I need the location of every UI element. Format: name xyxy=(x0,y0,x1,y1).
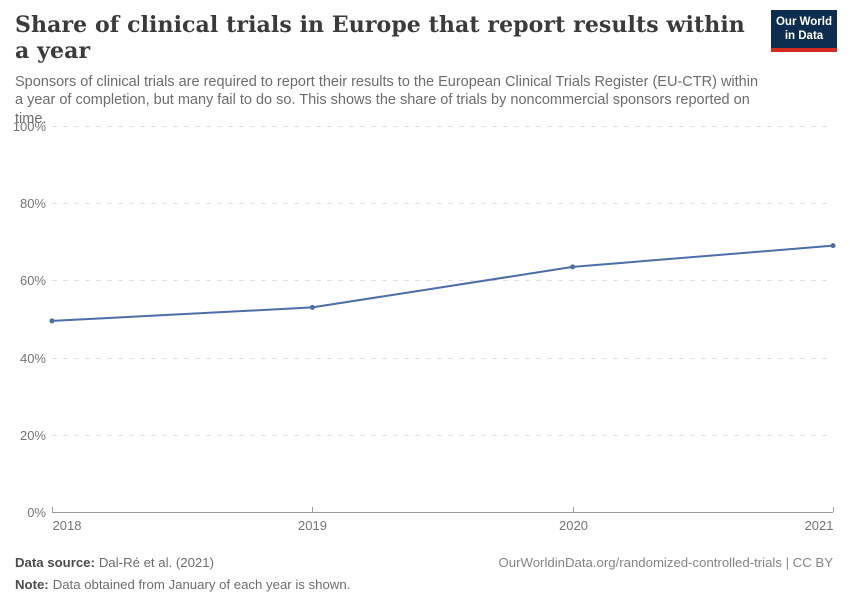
x-axis-tick-label: 2021 xyxy=(805,518,834,533)
x-axis-tick-label: 2020 xyxy=(559,518,588,533)
data-source-label: Data source: xyxy=(15,555,95,570)
y-axis-tick-label: 0% xyxy=(27,505,46,520)
data-source-line: Data source: Dal-Ré et al. (2021) xyxy=(15,555,214,570)
x-axis-tick-label: 2019 xyxy=(298,518,327,533)
line-chart: 0% 20% 40% 60% 80% 100% 2018 2019 2020 2021 xyxy=(0,110,850,550)
data-point xyxy=(49,318,55,324)
chart-header: Share of clinical trials in Europe that … xyxy=(15,12,760,128)
page-title: Share of clinical trials in Europe that … xyxy=(15,12,745,65)
note-label: Note: xyxy=(15,577,49,592)
chart-canvas: 0% 20% 40% 60% 80% 100% 2018 2019 2020 2021 xyxy=(13,119,836,533)
y-axis-tick-label: 100% xyxy=(13,119,47,134)
note-text: Data obtained from January of each year … xyxy=(52,577,351,592)
owid-logo-text-line2: in Data xyxy=(784,30,824,43)
data-line xyxy=(51,244,834,322)
data-point xyxy=(570,264,576,270)
owid-logo-text-line1: Our World xyxy=(775,16,832,28)
note-line: Note: Data obtained from January of each … xyxy=(15,577,350,592)
y-axis-tick-label: 20% xyxy=(20,428,46,443)
y-axis-tick-label: 80% xyxy=(20,196,46,211)
y-axis-tick-label: 40% xyxy=(20,351,46,366)
data-source-text: Dal-Ré et al. (2021) xyxy=(98,555,214,570)
data-point xyxy=(830,243,836,249)
x-axis-tick-label: 2018 xyxy=(53,518,82,533)
chart-footer: Data source: Dal-Ré et al. (2021) Note: Da… xyxy=(0,552,850,600)
owid-logo[interactable]: Our World in Data xyxy=(771,10,837,52)
data-point xyxy=(309,304,315,310)
y-axis-tick-label: 60% xyxy=(20,273,46,288)
owid-url-license-link[interactable]: OurWorldinData.org/randomized-controlled… xyxy=(498,555,833,570)
chart-subtitle: Sponsors of clinical trials are required… xyxy=(15,73,759,127)
